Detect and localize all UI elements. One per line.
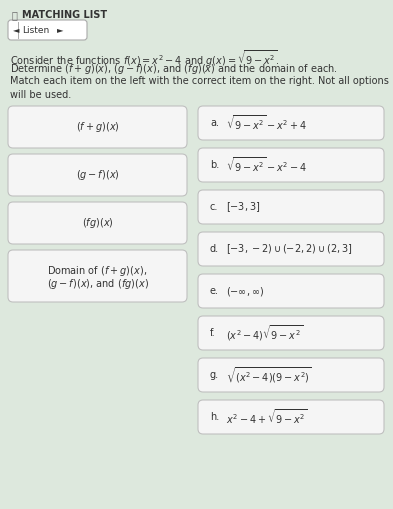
Text: Domain of $(f + g)(x)$,: Domain of $(f + g)(x)$, <box>48 264 147 278</box>
FancyBboxPatch shape <box>8 202 187 244</box>
Text: c.: c. <box>210 202 219 212</box>
Text: g.: g. <box>210 370 219 380</box>
Text: $x^2 - 4 + \sqrt{9 - x^2}$: $x^2 - 4 + \sqrt{9 - x^2}$ <box>226 408 308 427</box>
Text: $[-3, -2)\cup(-2, 2)\cup(2, 3]$: $[-3, -2)\cup(-2, 2)\cup(2, 3]$ <box>226 242 353 256</box>
FancyBboxPatch shape <box>198 232 384 266</box>
FancyBboxPatch shape <box>198 274 384 308</box>
FancyBboxPatch shape <box>198 358 384 392</box>
FancyBboxPatch shape <box>8 106 187 148</box>
Text: f.: f. <box>210 328 216 338</box>
Text: b.: b. <box>210 160 219 170</box>
Text: Listen: Listen <box>22 25 49 35</box>
Text: $\sqrt{9 - x^2} - x^2 - 4$: $\sqrt{9 - x^2} - x^2 - 4$ <box>226 156 307 174</box>
Text: $\sqrt{(x^2 - 4)(9 - x^2)}$: $\sqrt{(x^2 - 4)(9 - x^2)}$ <box>226 365 312 385</box>
Text: $(g - f)(x)$, and $(fg)(x)$: $(g - f)(x)$, and $(fg)(x)$ <box>46 277 149 291</box>
Text: ►: ► <box>57 25 64 35</box>
Text: $(-\infty, \infty)$: $(-\infty, \infty)$ <box>226 285 264 297</box>
FancyBboxPatch shape <box>198 148 384 182</box>
Text: $(g - f)(x)$: $(g - f)(x)$ <box>76 168 119 182</box>
FancyBboxPatch shape <box>8 20 87 40</box>
Text: $\sqrt{9 - x^2} - x^2 + 4$: $\sqrt{9 - x^2} - x^2 + 4$ <box>226 114 307 132</box>
FancyBboxPatch shape <box>8 250 187 302</box>
Text: Consider the functions $f(x) = x^2 - 4$ and $g(x) = \sqrt{9 - x^2}$.: Consider the functions $f(x) = x^2 - 4$ … <box>10 48 279 69</box>
Text: will be used.: will be used. <box>10 90 71 100</box>
Text: ◄: ◄ <box>13 25 20 35</box>
Text: e.: e. <box>210 286 219 296</box>
Text: a.: a. <box>210 118 219 128</box>
FancyBboxPatch shape <box>198 106 384 140</box>
Text: h.: h. <box>210 412 219 422</box>
Text: d.: d. <box>210 244 219 254</box>
Text: $(x^2 - 4)\sqrt{9 - x^2}$: $(x^2 - 4)\sqrt{9 - x^2}$ <box>226 323 303 343</box>
Text: $(fg)(x)$: $(fg)(x)$ <box>82 216 113 230</box>
FancyBboxPatch shape <box>8 154 187 196</box>
Text: ⧉: ⧉ <box>12 10 18 20</box>
Text: $(f + g)(x)$: $(f + g)(x)$ <box>76 120 119 134</box>
FancyBboxPatch shape <box>198 316 384 350</box>
Text: $[-3, 3]$: $[-3, 3]$ <box>226 200 261 214</box>
Text: Determine $(f + g)(x)$, $(g - f)(x)$, and $(fg)(x)$ and the domain of each.: Determine $(f + g)(x)$, $(g - f)(x)$, an… <box>10 62 338 76</box>
Text: MATCHING LIST: MATCHING LIST <box>22 10 107 20</box>
Text: Match each item on the left with the correct item on the right. Not all options: Match each item on the left with the cor… <box>10 76 389 86</box>
FancyBboxPatch shape <box>198 400 384 434</box>
FancyBboxPatch shape <box>198 190 384 224</box>
